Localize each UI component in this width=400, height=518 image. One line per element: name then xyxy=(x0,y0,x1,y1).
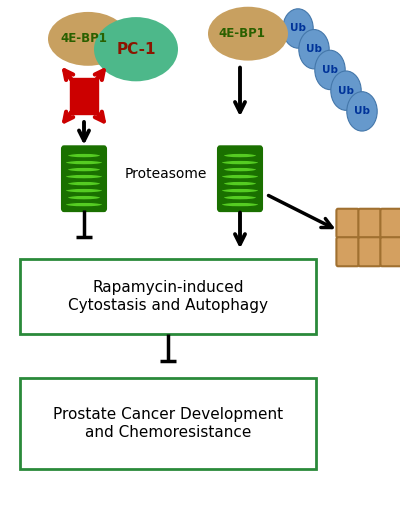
Ellipse shape xyxy=(69,207,99,210)
FancyBboxPatch shape xyxy=(380,237,400,266)
Ellipse shape xyxy=(221,175,259,179)
Ellipse shape xyxy=(221,160,259,165)
FancyBboxPatch shape xyxy=(218,146,262,211)
Ellipse shape xyxy=(65,203,103,207)
Ellipse shape xyxy=(94,17,178,81)
Circle shape xyxy=(347,92,377,131)
FancyBboxPatch shape xyxy=(358,209,381,238)
Ellipse shape xyxy=(67,181,101,186)
Ellipse shape xyxy=(208,7,288,61)
Ellipse shape xyxy=(225,207,255,210)
FancyBboxPatch shape xyxy=(62,146,106,211)
Ellipse shape xyxy=(223,167,257,172)
Ellipse shape xyxy=(48,12,128,66)
Circle shape xyxy=(283,9,313,48)
Bar xyxy=(20,259,316,334)
Ellipse shape xyxy=(223,181,257,186)
FancyBboxPatch shape xyxy=(336,209,359,238)
FancyBboxPatch shape xyxy=(380,209,400,238)
FancyBboxPatch shape xyxy=(336,237,359,266)
Text: 4E-BP1: 4E-BP1 xyxy=(218,27,266,40)
Ellipse shape xyxy=(223,153,257,158)
Ellipse shape xyxy=(67,153,101,158)
Text: Ub: Ub xyxy=(306,44,322,54)
Ellipse shape xyxy=(221,203,259,207)
Ellipse shape xyxy=(225,147,255,151)
Text: Ub: Ub xyxy=(354,106,370,117)
Circle shape xyxy=(299,30,329,69)
Circle shape xyxy=(331,71,361,110)
Text: Ub: Ub xyxy=(338,85,354,96)
Ellipse shape xyxy=(65,189,103,193)
Bar xyxy=(20,378,316,469)
Ellipse shape xyxy=(67,195,101,200)
Ellipse shape xyxy=(223,195,257,200)
Circle shape xyxy=(315,50,345,90)
Polygon shape xyxy=(70,78,98,113)
Text: Ub: Ub xyxy=(290,23,306,34)
Text: Ub: Ub xyxy=(322,65,338,75)
Text: Proteasome: Proteasome xyxy=(125,166,207,181)
Text: 4E-BP1: 4E-BP1 xyxy=(60,32,108,46)
Ellipse shape xyxy=(65,175,103,179)
Ellipse shape xyxy=(69,147,99,151)
Text: Rapamycin-induced
Cytostasis and Autophagy: Rapamycin-induced Cytostasis and Autopha… xyxy=(68,280,268,313)
Ellipse shape xyxy=(65,160,103,165)
Text: Prostate Cancer Development
and Chemoresistance: Prostate Cancer Development and Chemores… xyxy=(53,407,283,440)
Ellipse shape xyxy=(67,167,101,172)
Text: PC-1: PC-1 xyxy=(116,42,156,56)
FancyBboxPatch shape xyxy=(358,237,381,266)
Ellipse shape xyxy=(221,189,259,193)
